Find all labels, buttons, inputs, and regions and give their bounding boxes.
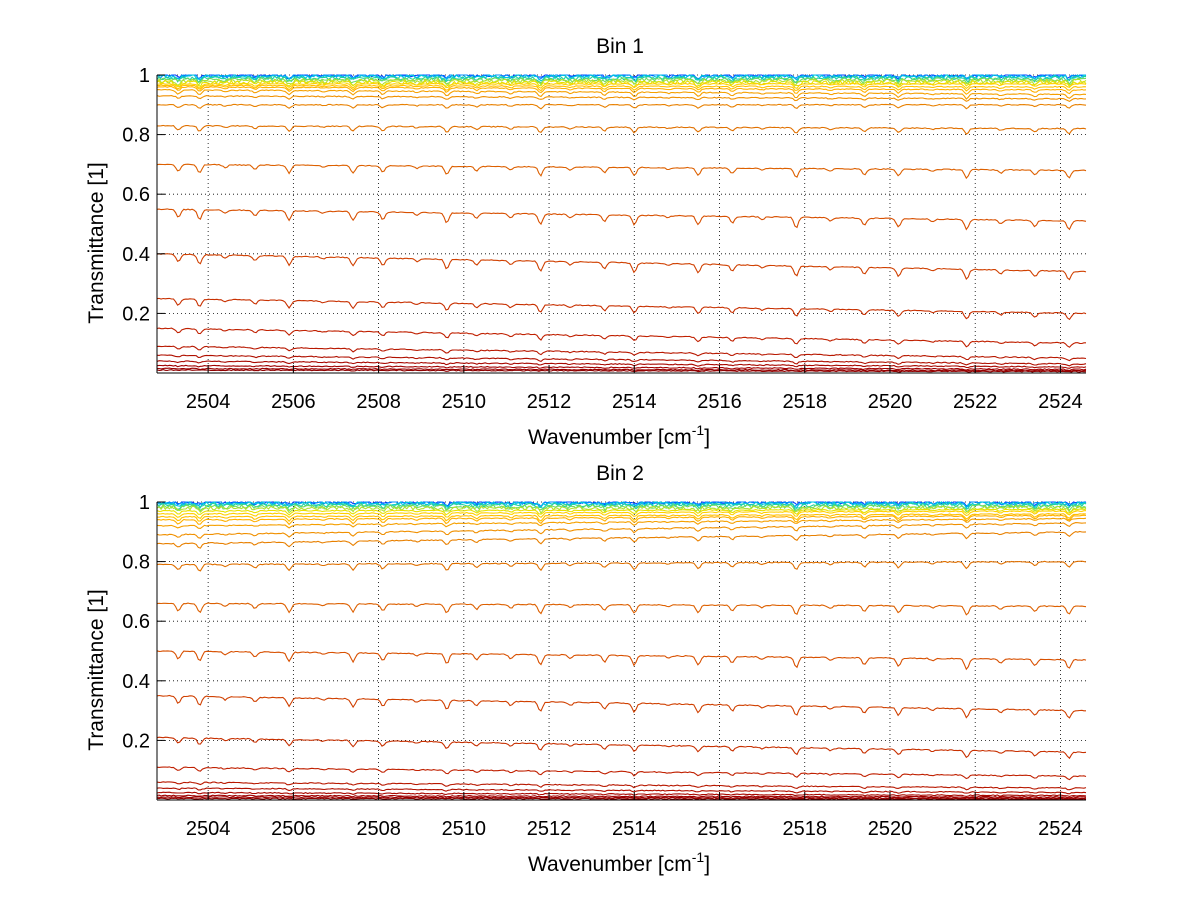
series-line: [156, 88, 1087, 100]
series-line: [156, 766, 1087, 781]
y-axis-label: Transmittance [1]: [85, 162, 108, 323]
series-line: [156, 103, 1087, 110]
series-line: [156, 73, 1087, 82]
y-tick-label: 0.2: [122, 730, 150, 752]
x-tick-label: 2516: [697, 818, 742, 840]
series-group: [156, 501, 1087, 801]
x-tick-label: 2524: [1038, 391, 1083, 413]
y-tick-label: 0.8: [122, 552, 150, 574]
x-tick-label: 2506: [271, 391, 316, 413]
series-line: [156, 791, 1087, 797]
series-line: [156, 797, 1087, 801]
y-axis-label: Transmittance [1]: [85, 589, 108, 750]
series-line: [156, 517, 1087, 529]
chart-title: Bin 2: [596, 462, 644, 485]
series-line: [157, 124, 1087, 135]
y-tick-label: 0.6: [122, 184, 150, 206]
series-line: [156, 794, 1087, 799]
x-ticks: 2504 2506 2508 2510 2512 2514 2516 2518 2520 2522…: [186, 365, 1083, 413]
series-line: [156, 253, 1087, 281]
series-line: [156, 94, 1087, 103]
series-line: [156, 508, 1087, 516]
series-line: [156, 345, 1087, 362]
series-line: [156, 505, 1087, 515]
series-line: [156, 327, 1086, 348]
x-tick-label: 2514: [612, 391, 657, 413]
series-line: [156, 530, 1087, 549]
series-line: [156, 514, 1087, 526]
y-ticks: 0.2 0.4 0.6 0.8 1: [122, 65, 165, 325]
series-line: [156, 364, 1087, 372]
x-tick-label: 2508: [356, 818, 401, 840]
y-tick-label: 0.4: [122, 671, 150, 693]
y-tick-label: 0.2: [122, 303, 150, 325]
series-line: [156, 86, 1087, 95]
x-axis-label: Wavenumber [cm-1]: [528, 849, 710, 876]
x-tick-label: 2518: [782, 391, 827, 413]
axes-bin-2: Bin 2 2504 2506 2508 2510 2512 2514 2516 2518 25…: [85, 462, 1087, 876]
y-ticks: 0.2 0.4 0.6 0.8 1: [122, 492, 165, 752]
series-line: [156, 796, 1087, 800]
series-line: [156, 367, 1087, 372]
x-tick-label: 2518: [782, 818, 827, 840]
x-tick-label: 2510: [442, 391, 487, 413]
x-tick-label: 2512: [527, 818, 572, 840]
x-axis-label: Wavenumber [cm-1]: [528, 422, 710, 449]
grid-lines: [157, 501, 1086, 800]
series-line: [156, 503, 1087, 513]
series-line: [156, 76, 1087, 86]
series-line: [156, 510, 1086, 519]
x-tick-label: 2522: [953, 818, 998, 840]
x-tick-label: 2504: [186, 391, 231, 413]
series-line: [156, 736, 1087, 760]
series-line: [156, 297, 1087, 321]
y-tick-label: 0.8: [122, 125, 150, 147]
series-line: [156, 369, 1086, 373]
series-line: [156, 82, 1087, 90]
y-tick-label: 0.6: [122, 611, 150, 633]
x-tick-label: 2520: [868, 391, 913, 413]
series-line: [156, 354, 1087, 367]
series-line: [156, 208, 1087, 231]
x-tick-label: 2506: [271, 818, 316, 840]
y-tick-label: 1: [139, 65, 150, 87]
x-tick-label: 2514: [612, 818, 657, 840]
x-tick-label: 2516: [697, 391, 742, 413]
series-group: [156, 73, 1087, 373]
chart-title: Bin 1: [596, 35, 644, 58]
series-line: [156, 602, 1087, 616]
series-line: [156, 781, 1087, 791]
series-line: [156, 360, 1087, 369]
x-ticks: 2504 2506 2508 2510 2512 2514 2516 2518 2520 2522…: [186, 792, 1083, 840]
series-line: [156, 513, 1087, 523]
x-tick-label: 2504: [186, 818, 231, 840]
y-tick-label: 1: [139, 492, 150, 514]
axes-bin-1: Bin 1 2504 2506 2508 2510 2512 2514 2516 2518 25…: [85, 35, 1087, 449]
series-line: [156, 78, 1087, 87]
series-line: [157, 84, 1087, 92]
series-line: [156, 787, 1087, 795]
x-tick-label: 2520: [868, 818, 913, 840]
series-line: [156, 163, 1087, 180]
y-tick-label: 0.4: [122, 244, 150, 266]
x-tick-label: 2508: [356, 391, 401, 413]
x-tick-label: 2522: [953, 391, 998, 413]
series-line: [156, 522, 1087, 539]
series-line: [156, 694, 1086, 719]
series-line: [156, 650, 1087, 671]
x-tick-label: 2510: [442, 818, 487, 840]
series-line: [156, 560, 1087, 572]
x-tick-label: 2512: [527, 391, 572, 413]
x-tick-label: 2524: [1038, 818, 1083, 840]
